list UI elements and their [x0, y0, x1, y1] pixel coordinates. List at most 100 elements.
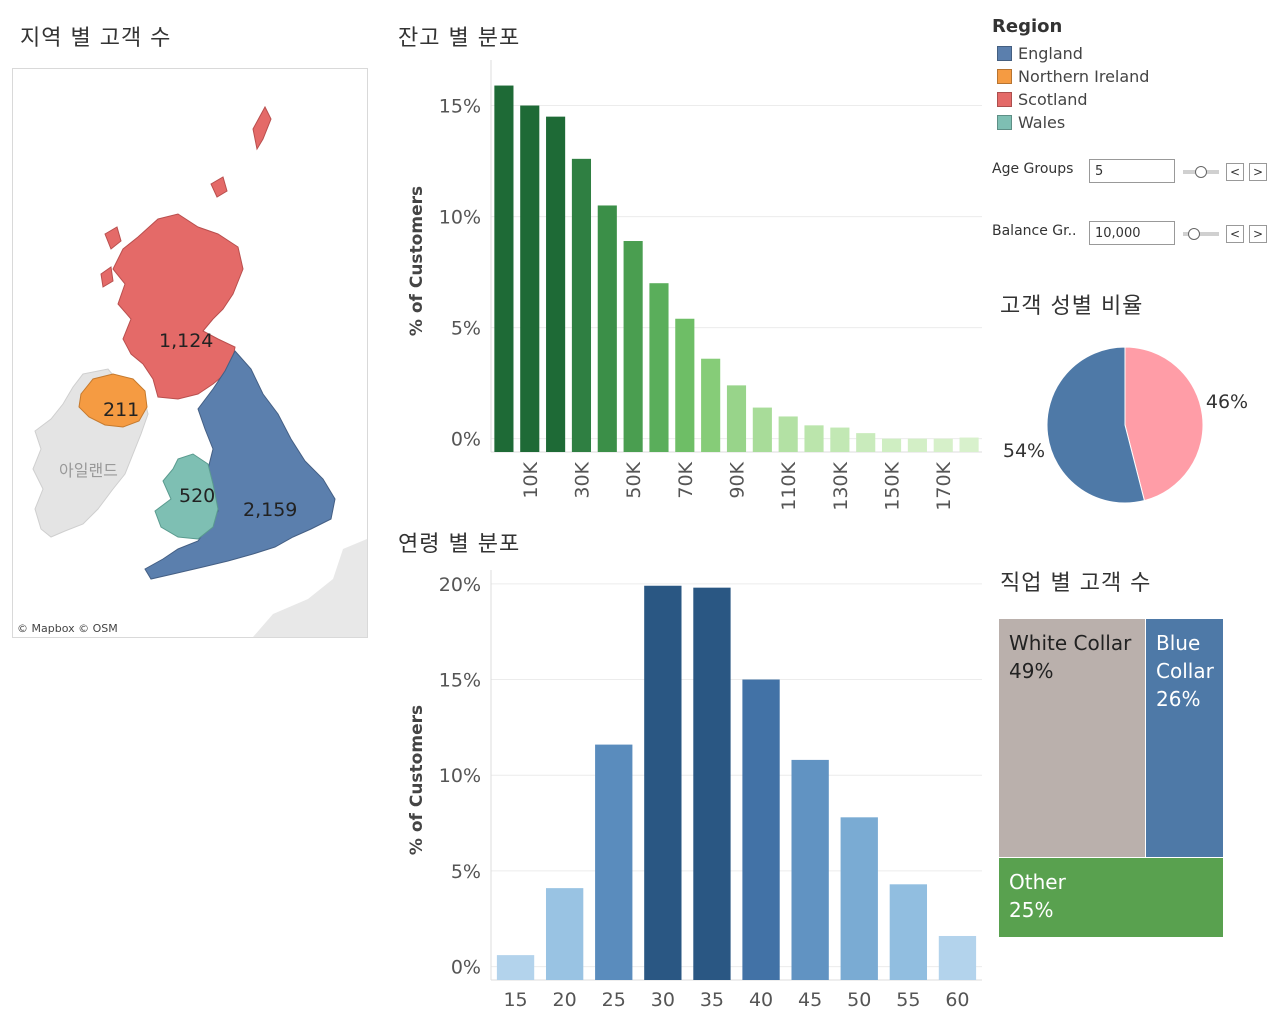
pie-slice-label: 46% [1206, 391, 1248, 413]
legend-swatch [997, 115, 1012, 130]
bar [804, 425, 824, 452]
age-groups-slider-handle[interactable] [1195, 166, 1207, 178]
balance-groups-input[interactable] [1089, 221, 1175, 245]
legend-label: England [1018, 44, 1083, 63]
balance-groups-label: Balance Gr.. [992, 223, 1077, 239]
treemap-cell-value: 26% [1156, 687, 1201, 711]
england-count-label: 2,159 [243, 499, 298, 521]
scotland-islands [100, 105, 272, 288]
y-tick-label: 0% [451, 429, 481, 451]
europe-shape [253, 539, 367, 637]
x-tick-label: 30 [651, 989, 675, 1010]
england-shape[interactable] [144, 350, 336, 580]
x-tick-label: 90K [727, 461, 749, 498]
job-chart-title: 직업 별 고객 수 [1000, 571, 1152, 596]
y-tick-label: 0% [451, 957, 481, 979]
treemap-cell-blue-collar[interactable]: Blue Collar 26% [1145, 618, 1224, 858]
age-chart-title: 연령 별 분포 [398, 532, 521, 557]
map-title: 지역 별 고객 수 [20, 26, 172, 51]
legend-item-england[interactable]: England [997, 44, 1149, 63]
bar [546, 116, 566, 453]
job-treemap: White Collar 49% Blue Collar 26% Other 2… [998, 618, 1224, 938]
scotland-shape[interactable] [112, 213, 244, 400]
pie-slice [1124, 346, 1204, 502]
x-tick-label: 15 [503, 989, 527, 1010]
bar [494, 85, 514, 452]
y-tick-label: 5% [451, 861, 481, 883]
legend-item-scotland[interactable]: Scotland [997, 90, 1149, 109]
treemap-cell-label: Other [1009, 870, 1066, 894]
map-credit[interactable]: © Mapbox © OSM [17, 622, 118, 635]
wales-count-label: 520 [179, 485, 216, 507]
balance-groups-next-button[interactable]: > [1249, 225, 1267, 243]
bar [791, 759, 829, 980]
bar [907, 438, 927, 452]
x-tick-label: 50 [847, 989, 871, 1010]
y-tick-label: 10% [439, 765, 481, 787]
x-tick-label: 110K [778, 461, 800, 510]
balance-groups-prev-button[interactable]: < [1226, 225, 1244, 243]
y-tick-label: 15% [439, 96, 481, 118]
bar [830, 427, 850, 452]
bar [520, 105, 540, 452]
x-tick-label: 55 [896, 989, 920, 1010]
age-groups-input[interactable] [1089, 159, 1175, 183]
balance-groups-slider[interactable] [1183, 232, 1219, 236]
bar [752, 407, 772, 452]
legend-item-northern-ireland[interactable]: Northern Ireland [997, 67, 1149, 86]
treemap-cell-value: 49% [1009, 659, 1054, 683]
y-tick-label: 5% [451, 318, 481, 340]
bar [742, 679, 780, 980]
ireland-label: 아일랜드 [59, 461, 118, 480]
bar [496, 955, 535, 980]
x-tick-label: 30K [571, 461, 593, 498]
legend-item-wales[interactable]: Wales [997, 113, 1149, 132]
x-tick-label: 60 [945, 989, 969, 1010]
legend-label: Wales [1018, 113, 1066, 132]
x-tick-label: 170K [933, 461, 955, 510]
map-canvas [32, 105, 367, 637]
x-tick-label: 20 [553, 989, 577, 1010]
bar [644, 585, 682, 980]
legend-title: Region [992, 16, 1063, 37]
age-groups-next-button[interactable]: > [1249, 163, 1267, 181]
x-tick-label: 35 [700, 989, 724, 1010]
legend-label: Northern Ireland [1018, 67, 1150, 86]
x-tick-label: 10K [520, 461, 542, 498]
uk-map[interactable]: 1,124 211 520 2,159 아일랜드 © Mapbox © OSM [12, 68, 368, 638]
y-tick-label: 15% [439, 670, 481, 692]
wales-shape[interactable] [154, 453, 219, 540]
northern-ireland-count-label: 211 [103, 399, 140, 421]
bar [938, 935, 977, 980]
age-groups-prev-button[interactable]: < [1226, 163, 1244, 181]
age-chart: 0% 5% 10% 15% 20% % of Customers 15 20 25 30 35 40 4… [407, 570, 982, 1010]
bar [693, 587, 731, 980]
region-legend: England Northern Ireland Scotland Wales [997, 44, 1149, 132]
bar [545, 888, 584, 980]
treemap-cell-white-collar[interactable]: White Collar 49% [998, 618, 1146, 858]
bar [856, 433, 876, 452]
treemap-cell-other[interactable]: Other 25% [998, 857, 1224, 938]
x-tick-label: 70K [675, 461, 697, 498]
northern-ireland-shape[interactable] [78, 373, 148, 428]
legend-swatch [997, 46, 1012, 61]
bar [597, 205, 617, 452]
treemap-cell-label: Blue Collar [1156, 631, 1214, 683]
y-axis-title: % of Customers [407, 705, 427, 855]
y-axis-title: % of Customers [407, 186, 427, 336]
bar [933, 438, 953, 452]
y-tick-label: 20% [439, 574, 481, 596]
pie-slice-label: 54% [1003, 440, 1045, 462]
legend-label: Scotland [1018, 90, 1088, 109]
balance-chart: 0% 5% 10% 15% % of Customers 10K 30K 50K 70K 90K 1… [407, 60, 982, 511]
bar [726, 385, 747, 452]
bar [778, 416, 798, 452]
bar [959, 437, 979, 452]
x-tick-label: 150K [882, 461, 904, 510]
bar [595, 744, 633, 980]
gender-chart-title: 고객 성별 비율 [1000, 294, 1144, 319]
bar [881, 438, 902, 452]
treemap-cell-label: White Collar [1009, 631, 1132, 655]
x-tick-label: 45 [798, 989, 822, 1010]
balance-groups-slider-handle[interactable] [1188, 228, 1200, 240]
